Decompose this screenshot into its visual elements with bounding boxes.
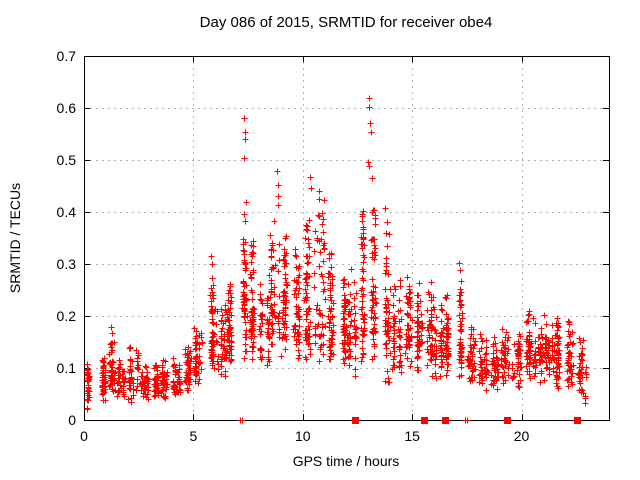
chart-title: Day 086 of 2015, SRMTID for receiver obe… [200,14,493,31]
plot-border [84,56,610,421]
y-axis-label: SRMTID / TECUs [7,183,23,293]
y-tick-label: 0.2 [57,308,77,324]
x-tick-label: 10 [295,428,311,444]
y-tick-label: 0.1 [57,360,77,376]
tick-labels: 0 5 10 15 20 0 0.1 0.2 0.3 0.4 0.5 0.6 0.7 [57,48,530,444]
y-tick-label: 0.5 [57,152,77,168]
axes [84,56,610,421]
y-tick-label: 0.3 [57,256,77,272]
zero-line-square-marker [421,417,428,424]
srmtid-point-markers [84,95,590,424]
data-points [84,95,590,424]
x-tick-label: 0 [80,428,88,444]
tick-marks [84,56,609,421]
zero-line-square-marker [574,417,581,424]
y-tick-label: 0.4 [57,204,77,220]
y-tick-label: 0 [68,412,76,428]
zero-line-square-marker [352,417,359,424]
zero-line-square-marker [504,417,511,424]
x-tick-label: 5 [189,428,197,444]
zero-line-square-marker [442,417,449,424]
x-tick-label: 15 [404,428,420,444]
x-tick-label: 20 [514,428,530,444]
x-axis-label: GPS time / hours [293,453,400,469]
y-tick-label: 0.7 [57,48,77,64]
y-tick-label: 0.6 [57,100,77,116]
